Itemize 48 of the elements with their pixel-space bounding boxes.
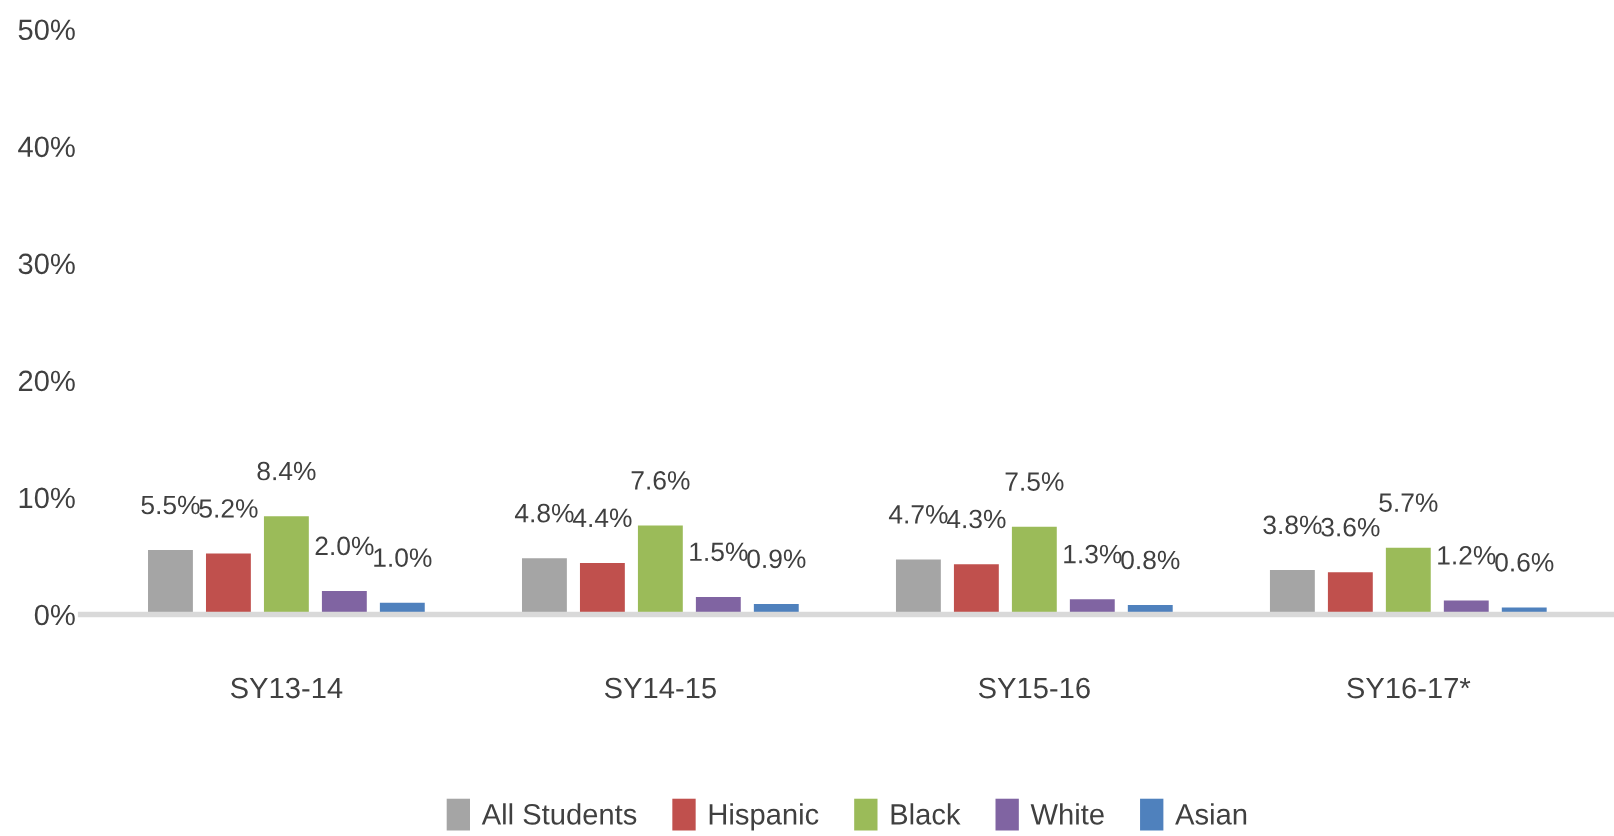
x-tick-label: SY16-17* (1347, 677, 1471, 699)
data-label: 5.2% (199, 499, 258, 518)
bar (637, 525, 683, 615)
legend-label: White (1030, 803, 1104, 825)
y-tick-label: 10% (19, 487, 75, 509)
legend-label: Asian (1175, 803, 1247, 825)
data-label: 1.2% (1438, 545, 1496, 565)
bar (1269, 569, 1315, 615)
bar (148, 550, 193, 615)
data-label: 8.4% (257, 461, 316, 481)
bar (1011, 526, 1057, 615)
data-label: 4.7% (888, 505, 948, 524)
data-label: 7.6% (631, 471, 690, 490)
data-label: 0.6% (1495, 552, 1554, 572)
data-label: 7.5% (1005, 472, 1064, 491)
data-label: 5.7% (1379, 493, 1438, 512)
bar (579, 562, 625, 615)
y-tick-label: 50% (18, 19, 75, 41)
data-label: 1.0% (374, 548, 432, 567)
bar (1327, 572, 1373, 615)
bar (521, 558, 567, 615)
data-label: 4.3% (946, 509, 1006, 529)
bar (1385, 547, 1431, 615)
y-tick-label: 0% (34, 604, 75, 626)
legend-label: Black (891, 803, 961, 825)
bar (263, 516, 309, 615)
data-label: 0.8% (1121, 550, 1180, 570)
data-label: 4.8% (514, 503, 574, 523)
legend-label: Hispanic (709, 803, 819, 831)
y-tick-label: 20% (18, 370, 75, 392)
data-label: 3.8% (1263, 515, 1322, 535)
bar (205, 553, 251, 615)
bar (953, 564, 999, 615)
data-label: 1.3% (1064, 544, 1122, 564)
x-tick-label: SY14-15 (604, 677, 716, 699)
x-tick-label: SY15-16 (978, 677, 1090, 699)
data-label: 5.5% (141, 495, 200, 515)
data-label: 0.9% (747, 549, 806, 569)
bar (895, 559, 941, 615)
data-label: 1.5% (690, 542, 748, 562)
x-tick-label: SY13-14 (230, 677, 343, 699)
y-tick-label: 30% (18, 253, 75, 275)
data-label: 3.6% (1321, 517, 1380, 537)
data-label: 4.4% (572, 508, 632, 528)
legend-label: All Students (481, 803, 637, 825)
bar (321, 591, 367, 615)
data-label: 2.0% (315, 536, 374, 556)
y-tick-label: 40% (18, 136, 75, 158)
